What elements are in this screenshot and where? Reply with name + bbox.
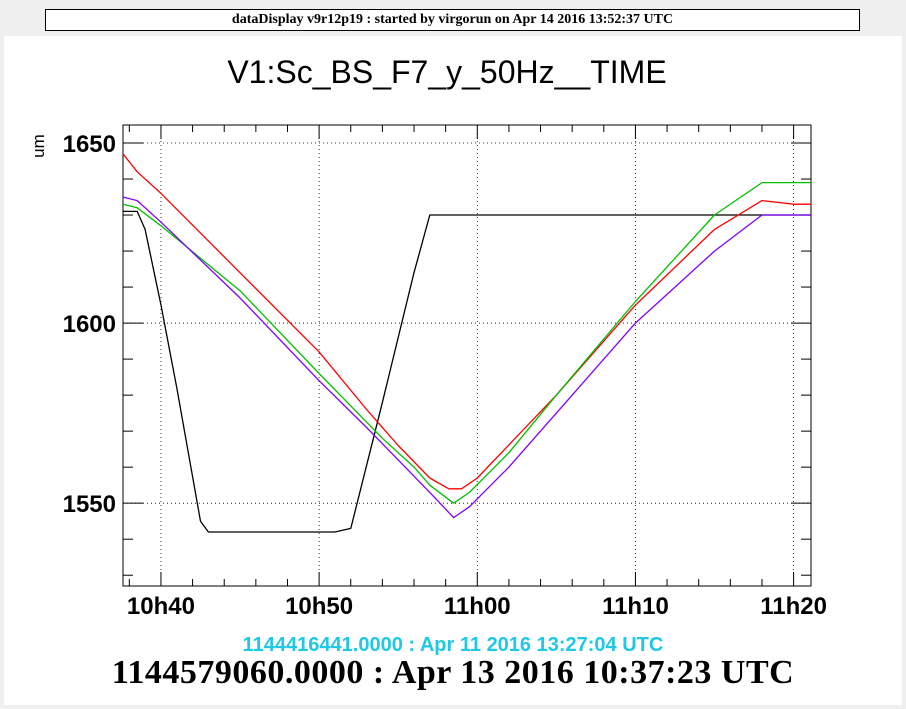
series-line-2 bbox=[122, 153, 811, 490]
x-tick-label: 11h20 bbox=[760, 593, 827, 620]
time-offset-label: 1144579060.0000 : Apr 13 2016 10:37:23 U… bbox=[111, 654, 795, 691]
y-axis-label: um bbox=[29, 134, 48, 158]
y-tick-label: 1550 bbox=[63, 491, 116, 518]
y-tick-label: 1600 bbox=[63, 311, 116, 338]
plot-frame-rect bbox=[122, 124, 812, 587]
series-line-4 bbox=[122, 196, 811, 519]
window-title-bar: dataDisplay v9r12p19 : started by virgor… bbox=[45, 9, 860, 31]
series-line-3 bbox=[122, 181, 811, 504]
axis-ticks bbox=[123, 125, 811, 586]
grid-lines bbox=[123, 125, 811, 586]
series-line-1 bbox=[123, 210, 811, 533]
axis-tick-labels: 10h40 10h50 11h00 11h10 11h20 1550 1600 1650 bbox=[63, 131, 827, 620]
plot-pad bbox=[4, 36, 902, 705]
chart-title: V1:Sc_BS_F7_y_50Hz__TIME bbox=[227, 54, 666, 90]
plot-frame bbox=[122, 124, 812, 587]
window-title: dataDisplay v9r12p19 : started by virgor… bbox=[231, 12, 674, 27]
x-tick-label: 10h50 bbox=[285, 593, 353, 620]
x-tick-label: 11h10 bbox=[602, 593, 669, 620]
data-series bbox=[122, 153, 811, 533]
x-tick-label: 11h00 bbox=[444, 593, 511, 620]
y-tick-label: 1650 bbox=[63, 131, 116, 158]
start-time-label: 1144416441.0000 : Apr 11 2016 13:27:04 U… bbox=[242, 634, 664, 656]
x-tick-label: 10h40 bbox=[127, 593, 195, 620]
